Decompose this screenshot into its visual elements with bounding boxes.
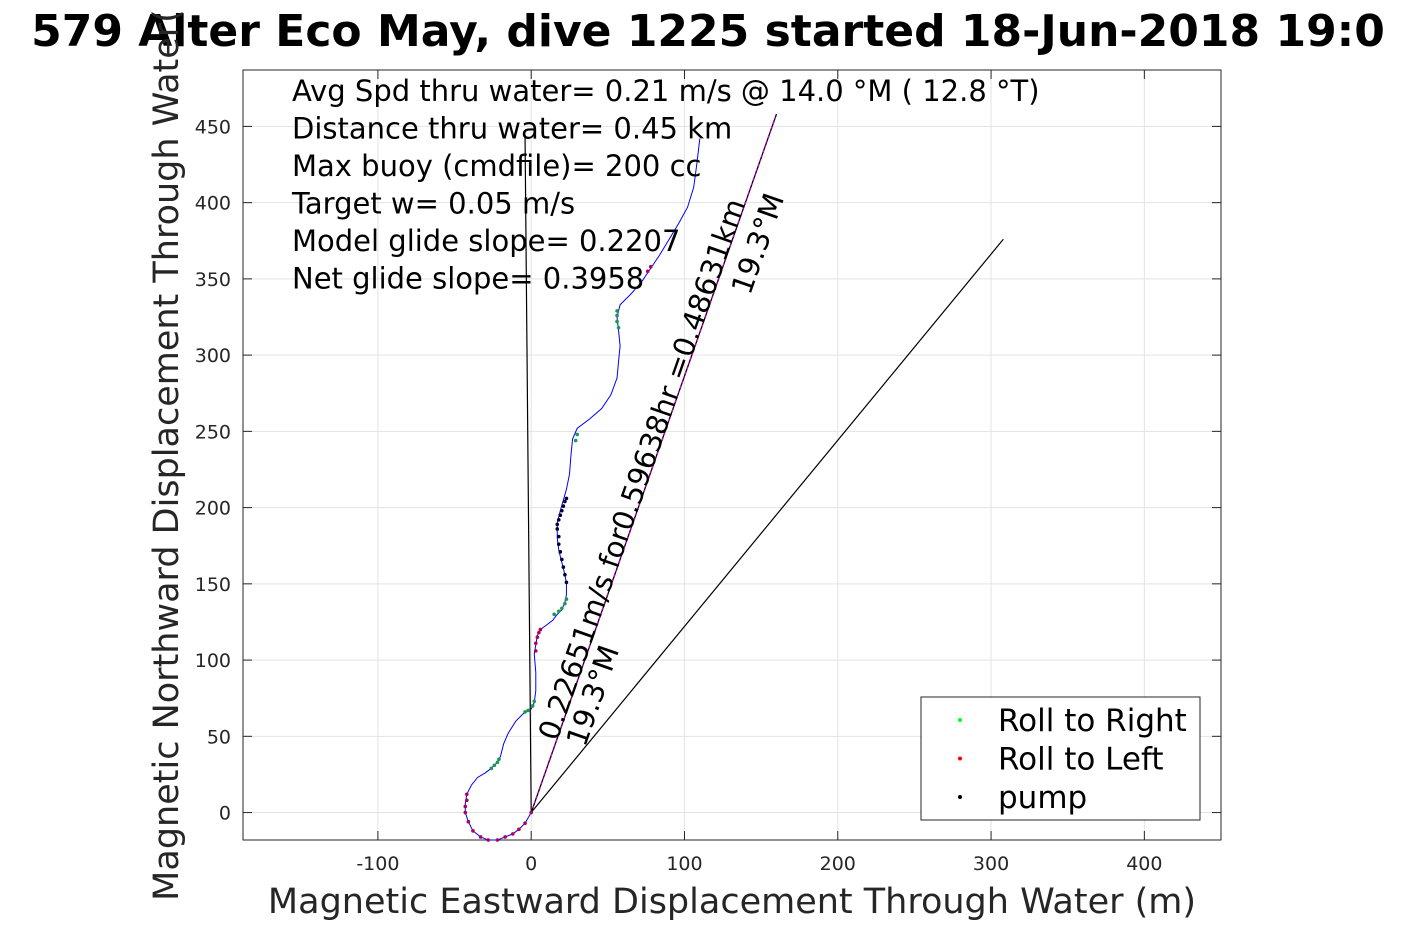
- data-marker: [555, 522, 560, 527]
- reference-lines: [524, 113, 1004, 813]
- x-tick-label: 400: [1126, 853, 1162, 875]
- x-tick-label: -100: [356, 853, 399, 875]
- data-marker: [561, 565, 566, 569]
- chart-title: 579 Alter Eco May, dive 1225 started 18-…: [31, 6, 1385, 57]
- data-marker: [495, 760, 500, 765]
- annotations: Avg Spd thru water= 0.21 m/s @ 14.0 °M (…: [291, 74, 1040, 296]
- data-marker: [556, 518, 561, 522]
- data-marker: [563, 601, 567, 606]
- annotation-line: Avg Spd thru water= 0.21 m/s @ 14.0 °M (…: [292, 74, 1040, 108]
- data-marker: [563, 572, 567, 577]
- data-marker: [463, 804, 468, 809]
- data-marker: [523, 710, 527, 714]
- data-marker: [486, 838, 491, 842]
- data-marker: [556, 609, 561, 614]
- data-marker: [561, 504, 566, 508]
- y-axis-label: Magnetic Northward Displacement Through …: [147, 9, 187, 901]
- legend-label: Roll to Left: [998, 742, 1164, 778]
- x-tick-label: 200: [820, 853, 856, 875]
- data-marker: [517, 827, 521, 832]
- data-marker: [616, 325, 621, 330]
- data-marker: [463, 810, 468, 815]
- annotation-line: Max buoy (cmdfile)= 200 cc: [292, 149, 701, 183]
- y-tick-label: 250: [195, 421, 231, 443]
- annotation-line: Distance thru water= 0.45 km: [292, 112, 732, 146]
- annotation-line: Model glide slope= 0.2207: [292, 224, 680, 258]
- annotation-line: Target w= 0.05 m/s: [291, 187, 575, 221]
- data-marker: [489, 766, 494, 771]
- reference-line: [524, 137, 532, 813]
- plot-area: [242, 69, 1222, 841]
- x-axis-label: Magnetic Eastward Displacement Through W…: [268, 882, 1196, 922]
- x-tick-label: 300: [973, 853, 1009, 875]
- velocity-vector-dots: [530, 113, 778, 813]
- annotation-line: Net glide slope= 0.3958: [292, 262, 644, 296]
- data-marker: [560, 508, 564, 513]
- grid: [243, 70, 1221, 840]
- data-marker: [558, 550, 563, 554]
- data-marker: [478, 835, 483, 839]
- y-tick-label: 0: [219, 803, 231, 825]
- y-tick-label: 150: [195, 574, 231, 596]
- y-ticks: 0 50 100 150 200 250 300 350 400 450: [195, 116, 1221, 825]
- data-marker: [615, 319, 619, 324]
- data-marker: [526, 708, 530, 713]
- y-tick-label: 450: [195, 116, 231, 138]
- data-marker: [492, 763, 497, 768]
- reference-line: [530, 238, 1004, 813]
- data-marker: [564, 496, 569, 501]
- data-marker: [530, 704, 535, 708]
- legend-marker: [958, 795, 962, 799]
- data-marker: [533, 649, 538, 653]
- data-marker: [510, 832, 515, 836]
- y-tick-label: 50: [207, 726, 231, 748]
- legend-marker: [958, 756, 962, 761]
- data-marker: [503, 835, 507, 839]
- data-marker: [465, 798, 469, 803]
- data-marker: [556, 542, 561, 546]
- data-marker: [552, 612, 556, 617]
- data-marker: [615, 313, 619, 318]
- data-marker: [529, 810, 533, 815]
- x-tick-label: 100: [666, 853, 702, 875]
- data-marker: [535, 635, 540, 640]
- y-tick-label: 300: [195, 345, 231, 367]
- data-marker: [532, 699, 537, 704]
- data-marker: [575, 432, 579, 437]
- data-marker: [537, 630, 541, 635]
- data-marker: [558, 513, 563, 518]
- data-marker: [471, 829, 475, 833]
- data-marker: [555, 527, 560, 531]
- x-ticks: -100 0 100 200 300 400: [356, 70, 1162, 875]
- data-marker: [533, 641, 538, 646]
- data-marker: [497, 757, 501, 761]
- data-marker: [615, 309, 619, 313]
- data-marker: [523, 821, 527, 826]
- data-marker: [538, 627, 543, 632]
- data-marker: [465, 792, 469, 797]
- data-marker: [645, 269, 650, 274]
- y-tick-label: 200: [195, 498, 231, 520]
- legend-box: [920, 696, 1201, 821]
- data-marker: [556, 534, 561, 539]
- legend-marker: [958, 718, 962, 722]
- data-marker: [564, 580, 569, 585]
- data-marker: [560, 557, 564, 562]
- y-tick-label: 400: [195, 193, 231, 215]
- data-marker: [560, 606, 564, 611]
- data-marker: [564, 597, 569, 601]
- legend-label: Roll to Right: [998, 703, 1187, 739]
- x-tick-label: 0: [525, 853, 537, 875]
- marker-series: [463, 264, 653, 842]
- data-marker: [648, 264, 653, 269]
- data-marker: [495, 838, 500, 842]
- data-marker: [466, 819, 471, 824]
- y-tick-label: 100: [195, 650, 231, 672]
- data-marker: [573, 438, 578, 443]
- legend-label: pump: [998, 780, 1087, 816]
- data-marker: [563, 499, 567, 504]
- y-tick-label: 350: [195, 269, 231, 291]
